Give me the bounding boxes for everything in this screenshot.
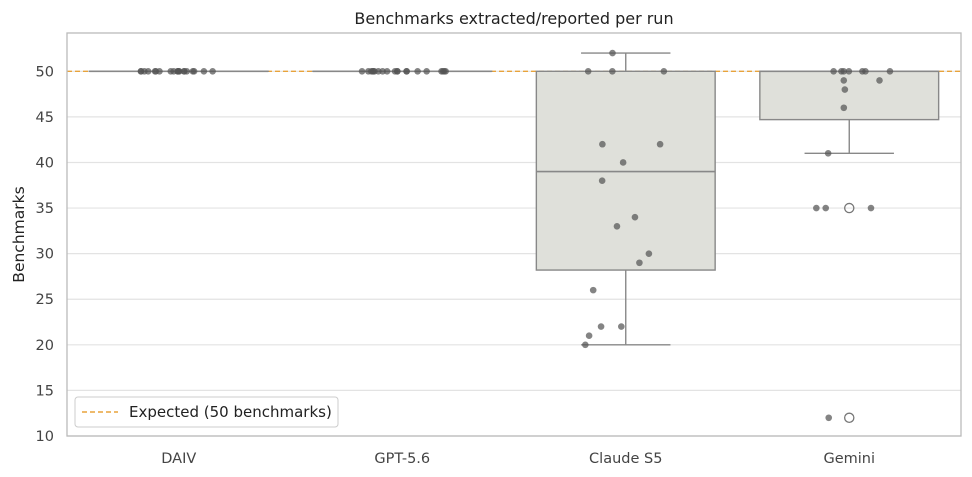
data-point (589, 286, 597, 294)
data-point (597, 323, 605, 330)
y-tick-label: 30 (36, 247, 54, 263)
data-point (599, 140, 606, 148)
data-point (582, 341, 589, 349)
data-point (609, 49, 616, 57)
x-tick-label: DAIV (161, 451, 196, 467)
y-tick-label: 20 (36, 338, 54, 354)
data-point (840, 77, 848, 84)
data-point (442, 67, 449, 75)
box-claude-s5 (535, 52, 716, 346)
data-point (845, 67, 853, 75)
y-tick-label: 40 (36, 155, 54, 171)
data-point (144, 67, 152, 75)
outlier-marker (844, 202, 855, 214)
data-point (825, 414, 833, 422)
data-point (584, 67, 592, 75)
y-axis-ticks: 10 15 20 25 30 35 40 45 50 (36, 64, 54, 445)
data-point (414, 67, 421, 75)
y-tick-label: 45 (36, 110, 54, 126)
data-point (841, 86, 849, 93)
data-point (423, 67, 430, 75)
data-point (619, 159, 627, 166)
data-point (822, 204, 830, 212)
box-gemini (759, 70, 940, 424)
data-point (367, 67, 375, 75)
legend: Expected (50 benchmarks) (74, 396, 339, 428)
y-tick-label: 10 (36, 429, 54, 445)
y-axis-label: Benchmarks (10, 186, 28, 282)
data-point (375, 67, 382, 75)
chart-title: Benchmarks extracted/reported per run (354, 9, 673, 28)
x-tick-label: Gemini (823, 451, 875, 467)
y-tick-label: 50 (36, 64, 54, 80)
data-point (598, 177, 606, 185)
data-point (840, 104, 848, 112)
data-point (200, 67, 208, 75)
legend-box (74, 396, 339, 428)
x-tick-label: Claude S5 (589, 451, 662, 467)
data-point (174, 67, 181, 75)
points-layer (137, 49, 894, 422)
data-point (394, 67, 401, 75)
data-point (585, 332, 593, 340)
y-tick-label: 35 (36, 201, 54, 217)
legend-reference-label: Expected (50 benchmarks) (129, 403, 332, 421)
data-point (167, 67, 175, 75)
data-point (645, 250, 653, 257)
x-tick-label: GPT-5.6 (374, 451, 430, 467)
data-point (358, 67, 366, 75)
data-point (151, 67, 159, 75)
data-point (656, 140, 664, 148)
data-point (867, 204, 875, 212)
outlier-marker (844, 412, 855, 424)
data-point (618, 323, 625, 330)
data-point (209, 67, 216, 75)
data-point (876, 77, 883, 84)
data-point (824, 150, 832, 157)
data-point (190, 67, 198, 75)
data-point (886, 67, 894, 75)
y-tick-label: 15 (36, 383, 54, 399)
y-tick-label: 25 (36, 292, 54, 308)
plot-frame (66, 32, 962, 437)
data-point (813, 204, 820, 212)
data-point (840, 67, 848, 75)
box-iqr (759, 70, 940, 121)
data-point (660, 67, 668, 75)
data-point (609, 67, 616, 75)
data-point (636, 259, 643, 267)
data-point (830, 67, 837, 75)
x-axis-ticks: DAIV GPT-5.6 Claude S5 Gemini (161, 451, 875, 467)
data-point (180, 67, 188, 75)
data-point (613, 222, 621, 230)
data-point (859, 67, 866, 75)
box-iqr (535, 70, 716, 271)
data-point (631, 213, 639, 221)
boxes-layer (88, 52, 940, 424)
data-point (383, 67, 391, 75)
data-point (137, 67, 145, 75)
data-point (403, 67, 410, 75)
